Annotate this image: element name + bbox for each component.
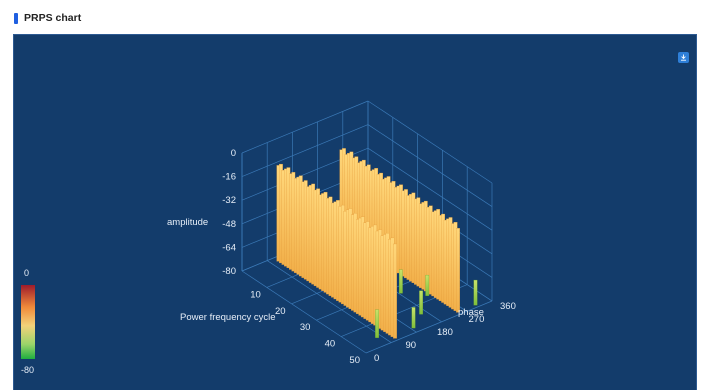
data-bar: [393, 243, 397, 339]
amplitude-tick-label: -80: [222, 266, 236, 277]
cycle-tick-label: 40: [325, 339, 336, 350]
amplitude-tick-label: 0: [231, 148, 236, 159]
download-button[interactable]: [678, 52, 689, 63]
phase-tick-label: 90: [406, 340, 417, 351]
legend-gradient-bar[interactable]: [21, 285, 35, 359]
data-bar: [419, 290, 423, 315]
data-bar: [456, 228, 460, 313]
visual-map-legend[interactable]: 0 -80: [21, 268, 35, 375]
header-accent-bar: [14, 12, 18, 24]
download-icon: [681, 54, 686, 61]
phase-axis-name: phase: [458, 307, 484, 318]
chart-ticks: 0 -16 -32 -48 -64 -80 10 20 30 40 50 0 90 180 270 360: [222, 148, 516, 366]
amplitude-tick-label: -48: [222, 219, 236, 230]
side-wall-grid-line: [367, 100, 493, 184]
cycle-tick-label: 20: [275, 306, 286, 317]
side-wall-grid-line: [367, 124, 493, 207]
amplitude-axis-name: amplitude: [167, 217, 208, 228]
amplitude-tick-label: -16: [222, 172, 236, 183]
cycle-tick-label: 30: [300, 322, 311, 333]
data-bar: [411, 307, 416, 329]
phase-tick-label: 270: [469, 314, 485, 325]
floor-grid-line: [365, 300, 493, 354]
phase-tick-label: 180: [437, 327, 453, 338]
side-wall-grid-line: [367, 147, 493, 231]
phase-tick-label: 0: [374, 353, 379, 364]
chart-bars: [276, 148, 478, 339]
back-wall-grid-line: [241, 124, 369, 177]
data-bar: [425, 274, 430, 296]
amplitude-tick-label: -32: [222, 195, 236, 206]
prps-chart: 0 -16 -32 -48 -64 -80 10 20 30 40 50 0 90 180 270 360 a…: [21, 100, 516, 375]
cycle-axis-name: Power frequency cycle: [180, 312, 276, 323]
cycle-tick-label: 50: [349, 355, 360, 366]
panel-header: PRPS chart: [14, 10, 81, 26]
data-bar: [473, 279, 478, 306]
floor-grid-line: [241, 270, 367, 354]
chart-panel: 0 -16 -32 -48 -64 -80 10 20 30 40 50 0 90 180 270 360 a…: [13, 34, 697, 390]
back-wall-grid-line: [241, 100, 369, 154]
floor-grid-line: [267, 260, 392, 343]
amplitude-tick-label: -64: [222, 242, 236, 253]
data-bar: [398, 269, 403, 294]
phase-tick-label: 360: [500, 301, 516, 312]
data-bar: [375, 309, 379, 338]
legend-min-label: -80: [21, 365, 34, 375]
cycle-tick-label: 10: [250, 289, 261, 300]
legend-max-label: 0: [24, 268, 29, 278]
page-title: PRPS chart: [24, 12, 82, 24]
